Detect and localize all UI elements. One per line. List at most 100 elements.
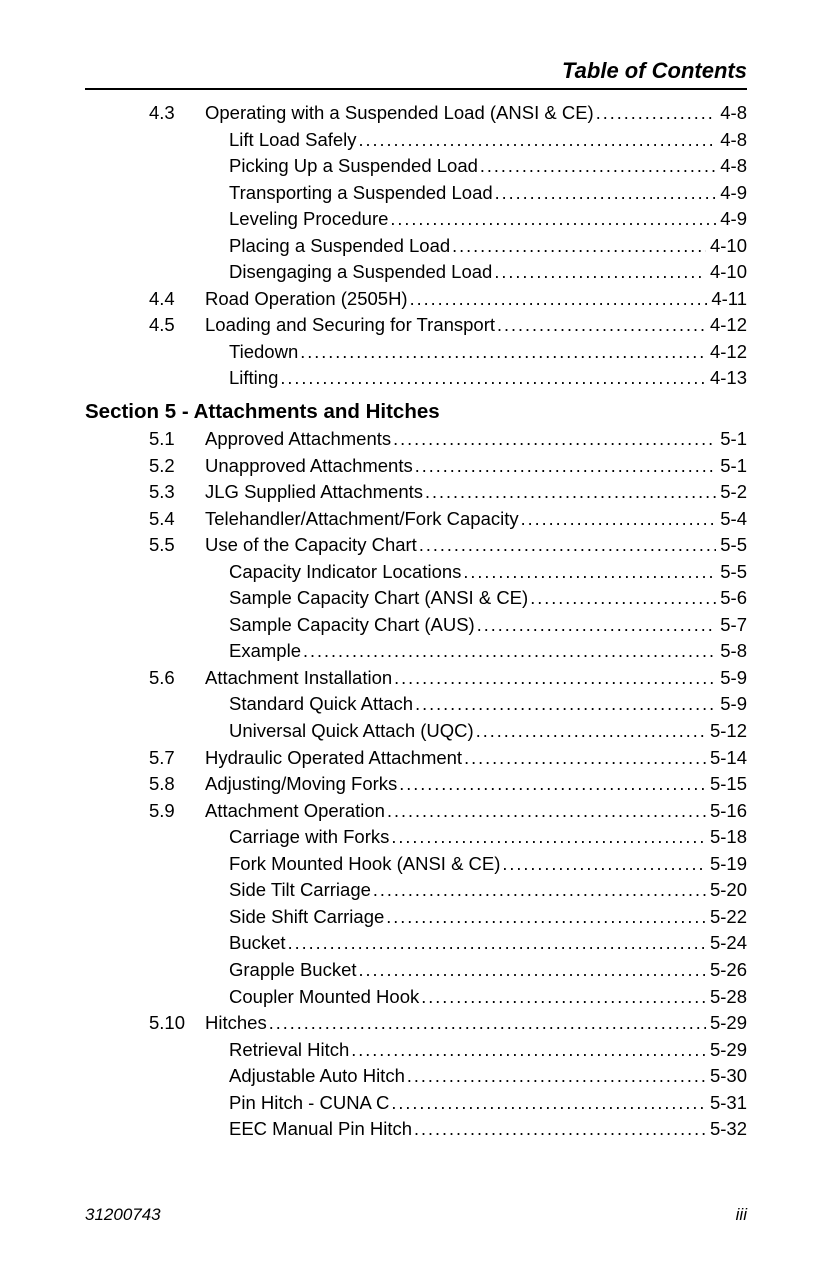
toc-page: 5-29: [708, 1037, 747, 1063]
toc-title: Operating with a Suspended Load (ANSI & …: [205, 100, 594, 126]
toc-leader: [421, 984, 706, 1011]
toc-number: 5.4: [85, 506, 205, 532]
toc-leader: [596, 100, 717, 127]
toc-entry: Side Tilt Carriage5-20: [85, 877, 747, 904]
toc-leader: [386, 904, 706, 931]
toc-page: 5-7: [718, 612, 747, 638]
toc-title: Sample Capacity Chart (AUS): [205, 612, 475, 638]
toc-leader: [288, 930, 706, 957]
toc-leader: [387, 798, 706, 825]
toc-page: 5-5: [718, 559, 747, 585]
toc-number: 5.1: [85, 426, 205, 452]
toc-entry: 5.1Approved Attachments5-1: [85, 426, 747, 453]
toc-title: Side Shift Carriage: [205, 904, 384, 930]
toc-page: 5-6: [718, 585, 747, 611]
toc-page: 5-9: [718, 665, 747, 691]
toc-entry: Capacity Indicator Locations 5-5: [85, 559, 747, 586]
toc-page: 4-8: [718, 153, 747, 179]
toc-entry: Pin Hitch - CUNA C5-31: [85, 1090, 747, 1117]
toc-entry: Bucket 5-24: [85, 930, 747, 957]
toc-title: Leveling Procedure: [205, 206, 388, 232]
header-title: Table of Contents: [562, 58, 747, 83]
toc-title: Road Operation (2505H): [205, 286, 408, 312]
toc-title: Attachment Operation: [205, 798, 385, 824]
toc-leader: [419, 532, 716, 559]
toc-title: Carriage with Forks: [205, 824, 389, 850]
toc-page: 5-26: [708, 957, 747, 983]
toc-title: Fork Mounted Hook (ANSI & CE): [205, 851, 500, 877]
toc-leader: [399, 771, 706, 798]
section-heading: Section 5 - Attachments and Hitches: [85, 400, 747, 424]
toc-number: 5.3: [85, 479, 205, 505]
toc-page: 5-31: [708, 1090, 747, 1116]
toc-leader: [394, 665, 716, 692]
toc-page: 4-8: [718, 100, 747, 126]
toc-leader: [477, 612, 717, 639]
toc-leader: [495, 180, 717, 207]
toc-page: 5-28: [708, 984, 747, 1010]
toc-title: Universal Quick Attach (UQC): [205, 718, 474, 744]
toc-number: 4.4: [85, 286, 205, 312]
toc-page: 5-15: [708, 771, 747, 797]
toc-page: 4-13: [708, 365, 747, 391]
toc-leader: [414, 1116, 706, 1143]
toc-leader: [410, 286, 708, 313]
toc-leader: [521, 506, 717, 533]
toc-page: 4-9: [718, 206, 747, 232]
toc-page: 5-1: [718, 426, 747, 452]
toc-number: 5.9: [85, 798, 205, 824]
toc-leader: [300, 339, 706, 366]
toc-title: Attachment Installation: [205, 665, 392, 691]
toc-title: Capacity Indicator Locations: [205, 559, 461, 585]
toc-number: 4.5: [85, 312, 205, 338]
toc-title: Lifting: [205, 365, 278, 391]
toc-entry: Adjustable Auto Hitch5-30: [85, 1063, 747, 1090]
toc-page: 5-32: [708, 1116, 747, 1142]
toc-leader: [390, 206, 716, 233]
toc-title: Transporting a Suspended Load: [205, 180, 493, 206]
toc-page: 4-8: [718, 127, 747, 153]
toc-number: 5.8: [85, 771, 205, 797]
toc-leader: [530, 585, 716, 612]
toc-title: Picking Up a Suspended Load: [205, 153, 478, 179]
toc-entry: Coupler Mounted Hook5-28: [85, 984, 747, 1011]
toc-leader: [415, 453, 717, 480]
toc-page: 5-24: [708, 930, 747, 956]
page-header: Table of Contents: [85, 58, 747, 90]
toc-entry: Transporting a Suspended Load 4-9: [85, 180, 747, 207]
toc-page: 4-12: [708, 312, 747, 338]
toc-entry: Sample Capacity Chart (ANSI & CE)5-6: [85, 585, 747, 612]
toc-entry: 5.2Unapproved Attachments5-1: [85, 453, 747, 480]
toc-page: 4-9: [718, 180, 747, 206]
toc-entry: Lifting 4-13: [85, 365, 747, 392]
toc-title: Standard Quick Attach: [205, 691, 413, 717]
toc-page: 4-10: [708, 259, 747, 285]
toc-entry: 4.5Loading and Securing for Transport4-1…: [85, 312, 747, 339]
toc-title: Adjusting/Moving Forks: [205, 771, 397, 797]
toc-leader: [280, 365, 706, 392]
footer-page-number: iii: [736, 1205, 747, 1225]
toc-leader: [393, 426, 716, 453]
toc-leader: [303, 638, 716, 665]
toc-title: Bucket: [205, 930, 286, 956]
toc-title: Hydraulic Operated Attachment: [205, 745, 462, 771]
toc-number: 5.5: [85, 532, 205, 558]
toc-page: 5-5: [718, 532, 747, 558]
toc-entry: 5.5Use of the Capacity Chart5-5: [85, 532, 747, 559]
toc-page: 5-18: [708, 824, 747, 850]
toc-page: 5-14: [708, 745, 747, 771]
toc-leader: [464, 745, 706, 772]
toc-entry: EEC Manual Pin Hitch5-32: [85, 1116, 747, 1143]
toc-entry: 5.3JLG Supplied Attachments5-2: [85, 479, 747, 506]
toc-page: 5-8: [718, 638, 747, 664]
toc-entry: Retrieval Hitch5-29: [85, 1037, 747, 1064]
toc-entry: Lift Load Safely4-8: [85, 127, 747, 154]
toc-title: Tiedown: [205, 339, 298, 365]
toc-number: 5.6: [85, 665, 205, 691]
toc-entry: Picking Up a Suspended Load 4-8: [85, 153, 747, 180]
toc-block: 5.1Approved Attachments5-15.2Unapproved …: [85, 426, 747, 1143]
toc-leader: [463, 559, 716, 586]
toc-page: 4-10: [708, 233, 747, 259]
toc-leader: [391, 1090, 706, 1117]
toc-page: 5-9: [718, 691, 747, 717]
